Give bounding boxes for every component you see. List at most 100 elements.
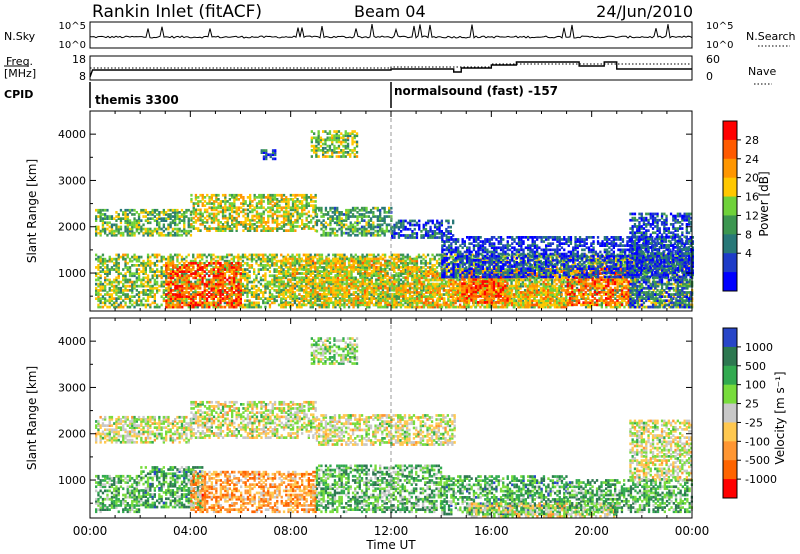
heatmap-cell (169, 217, 172, 220)
heatmap-cell (196, 270, 199, 273)
heatmap-cell (440, 303, 443, 307)
heatmap-cell (246, 291, 249, 294)
heatmap-cell (251, 216, 254, 220)
heatmap-cell (328, 138, 332, 142)
heatmap-cell (142, 297, 145, 300)
heatmap-cell (124, 221, 127, 225)
heatmap-cell (273, 284, 276, 288)
heatmap-cell (404, 268, 407, 271)
heatmap-cell (156, 253, 159, 257)
heatmap-cell (436, 227, 439, 231)
heatmap-cell (264, 221, 268, 224)
heatmap-cell (395, 303, 398, 307)
heatmap-cell (295, 257, 299, 261)
heatmap-cell (124, 286, 127, 290)
heatmap-cell (325, 280, 328, 284)
heatmap-cell (226, 200, 229, 203)
heatmap-cell (246, 204, 250, 207)
heatmap-cell (530, 286, 533, 290)
heatmap-cell (187, 223, 190, 227)
heatmap-cell (404, 236, 407, 239)
heatmap-cell (275, 295, 278, 298)
heatmap-cell (327, 261, 330, 265)
heatmap-cell (374, 297, 378, 300)
heatmap-cell (354, 229, 357, 233)
heatmap-cell (176, 282, 179, 286)
heatmap-cell (334, 295, 337, 298)
heatmap-cell (372, 253, 375, 257)
heatmap-cell (176, 264, 179, 267)
heatmap-cell (335, 140, 338, 144)
heatmap-cell (142, 282, 145, 286)
heatmap-cell (153, 274, 156, 278)
heatmap-cell (280, 270, 283, 273)
heatmap-cell (212, 291, 215, 294)
heatmap-cell (101, 208, 105, 212)
heatmap-cell (388, 215, 391, 218)
heatmap-cell (258, 216, 261, 220)
heatmap-cell (237, 206, 240, 210)
heatmap-cell (346, 142, 350, 146)
heatmap-cell (253, 305, 256, 309)
heatmap-cell (140, 255, 143, 259)
heatmap-cell (332, 266, 335, 269)
heatmap-cell (324, 146, 327, 150)
heatmap-cell (171, 272, 175, 275)
heatmap-cell (187, 282, 190, 286)
heatmap-cell (255, 212, 259, 216)
heatmap-cell (153, 227, 156, 231)
heatmap-cell (97, 291, 100, 294)
heatmap-cell (104, 259, 107, 263)
heatmap-cell (363, 261, 366, 265)
heatmap-cell (352, 257, 355, 261)
heatmap-cell (355, 142, 359, 146)
heatmap-cell (537, 284, 540, 288)
heatmap-cell (344, 146, 347, 150)
heatmap-cell (314, 214, 317, 218)
heatmap-cell (253, 272, 256, 275)
heatmap-cell (316, 257, 319, 261)
heatmap-cell (128, 299, 132, 303)
heatmap-cell (276, 210, 279, 214)
heatmap-cell (368, 293, 371, 296)
heatmap-cell (242, 198, 245, 201)
heatmap-cell (226, 216, 229, 220)
heatmap-cell (246, 229, 250, 232)
heatmap-cell (340, 233, 343, 237)
heatmap-cell (287, 198, 290, 201)
heatmap-cell (162, 257, 165, 261)
heatmap-cell (178, 274, 181, 278)
heatmap-cell (564, 299, 567, 303)
heatmap-cell (249, 223, 252, 226)
heatmap-cell (113, 303, 116, 307)
heatmap-cell (287, 204, 290, 207)
heatmap-cell (505, 305, 509, 309)
heatmap-cell (201, 214, 204, 218)
heatmap-cell (240, 193, 243, 197)
heatmap-cell (240, 210, 243, 214)
heatmap-cell (126, 268, 129, 271)
heatmap-cell (217, 212, 220, 216)
heatmap-cell (146, 276, 150, 280)
heatmap-cell (203, 227, 207, 230)
heatmap-cell (273, 278, 276, 282)
heatmap-cell (171, 268, 175, 271)
heatmap-cell (302, 297, 305, 300)
heatmap-cell (219, 297, 222, 300)
heatmap-cell (158, 223, 161, 227)
heatmap-cell (268, 303, 272, 307)
heatmap-cell (194, 286, 197, 290)
heatmap-cell (369, 227, 373, 231)
heatmap-cell (426, 266, 430, 269)
heatmap-cell (344, 144, 347, 148)
heatmap-cell (265, 155, 268, 159)
heatmap-cell (156, 291, 159, 294)
heatmap-cell (315, 213, 319, 216)
heatmap-cell (239, 276, 242, 280)
heatmap-cell (156, 259, 159, 263)
heatmap-cell (244, 216, 247, 220)
heatmap-cell (235, 193, 238, 197)
heatmap-cell (354, 276, 357, 280)
heatmap-cell (185, 215, 188, 218)
heatmap-cell (447, 280, 450, 284)
